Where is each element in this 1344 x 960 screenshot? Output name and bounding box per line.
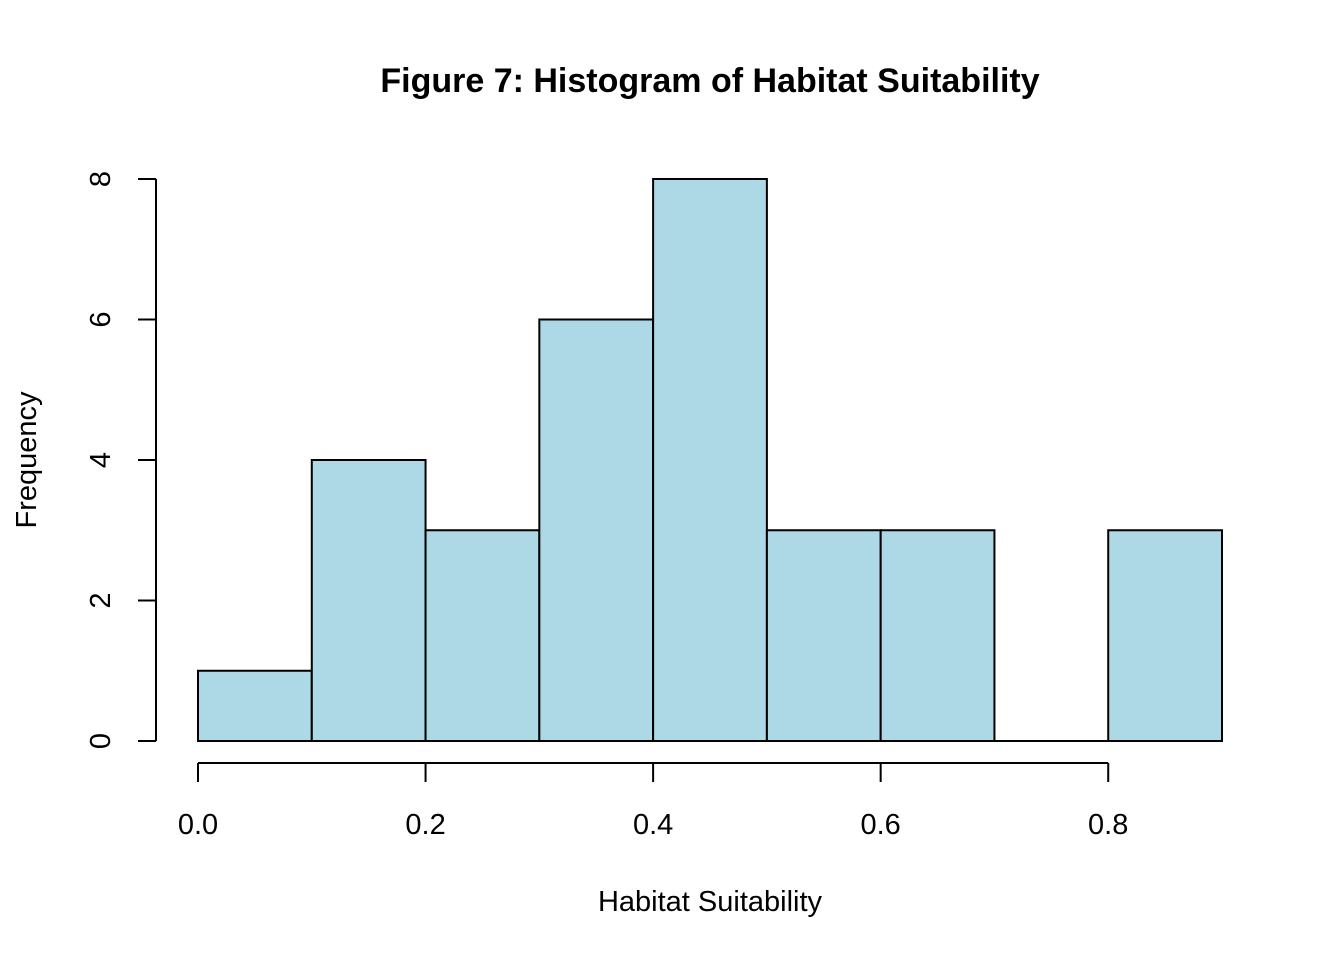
y-tick-label: 0 (85, 733, 117, 749)
y-tick-label: 2 (85, 592, 117, 608)
x-tick-label: 0.0 (178, 809, 218, 841)
x-axis-label: Habitat Suitability (598, 886, 823, 918)
histogram-bar (197, 669, 313, 742)
chart-title: Figure 7: Histogram of Habitat Suitabili… (380, 62, 1039, 100)
x-axis: 0.0 0.2 0.4 0.6 0.8 (178, 762, 1128, 841)
histogram-bar (538, 318, 655, 742)
y-axis: 0 2 4 6 8 (85, 171, 157, 749)
histogram-bar (424, 529, 541, 742)
x-tick-label: 0.8 (1088, 809, 1128, 841)
y-axis-label: Frequency (11, 391, 43, 529)
histogram-bar (765, 529, 882, 742)
x-tick-label: 0.2 (405, 809, 445, 841)
bars-group (197, 178, 1223, 742)
histogram-bar (1107, 529, 1223, 742)
x-tick-label: 0.6 (861, 809, 901, 841)
histogram-bar (652, 178, 768, 742)
x-tick-label: 0.4 (633, 809, 673, 841)
histogram-bar (310, 459, 427, 742)
y-tick-label: 6 (85, 311, 117, 327)
histogram-bar (879, 529, 996, 742)
y-tick-label: 4 (85, 452, 117, 468)
y-tick-label: 8 (85, 171, 117, 187)
